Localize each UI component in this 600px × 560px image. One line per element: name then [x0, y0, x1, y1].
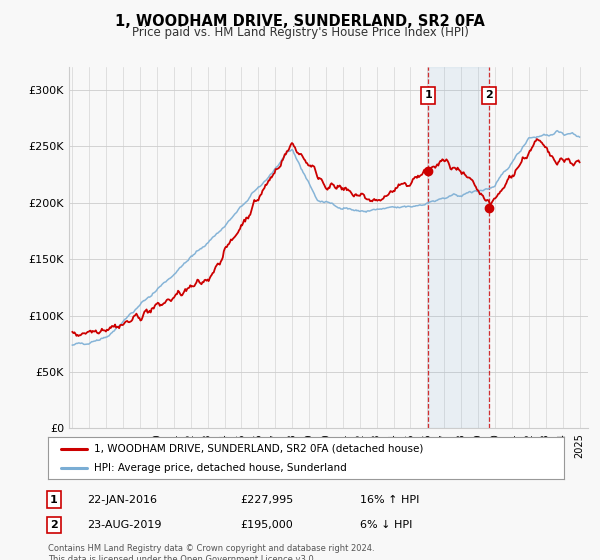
- Text: 16% ↑ HPI: 16% ↑ HPI: [360, 494, 419, 505]
- Text: £195,000: £195,000: [240, 520, 293, 530]
- Text: 6% ↓ HPI: 6% ↓ HPI: [360, 520, 412, 530]
- Text: 1: 1: [424, 90, 432, 100]
- Text: 1, WOODHAM DRIVE, SUNDERLAND, SR2 0FA (detached house): 1, WOODHAM DRIVE, SUNDERLAND, SR2 0FA (d…: [94, 444, 424, 454]
- Text: Contains HM Land Registry data © Crown copyright and database right 2024.
This d: Contains HM Land Registry data © Crown c…: [48, 544, 374, 560]
- Text: 1, WOODHAM DRIVE, SUNDERLAND, SR2 0FA: 1, WOODHAM DRIVE, SUNDERLAND, SR2 0FA: [115, 14, 485, 29]
- Text: £227,995: £227,995: [240, 494, 293, 505]
- Text: Price paid vs. HM Land Registry's House Price Index (HPI): Price paid vs. HM Land Registry's House …: [131, 26, 469, 39]
- Bar: [428, 67, 489, 428]
- Text: 22-JAN-2016: 22-JAN-2016: [87, 494, 157, 505]
- Text: 23-AUG-2019: 23-AUG-2019: [87, 520, 161, 530]
- Text: HPI: Average price, detached house, Sunderland: HPI: Average price, detached house, Sund…: [94, 463, 347, 473]
- Text: 2: 2: [485, 90, 493, 100]
- Text: 2: 2: [50, 520, 58, 530]
- Text: 1: 1: [50, 494, 58, 505]
